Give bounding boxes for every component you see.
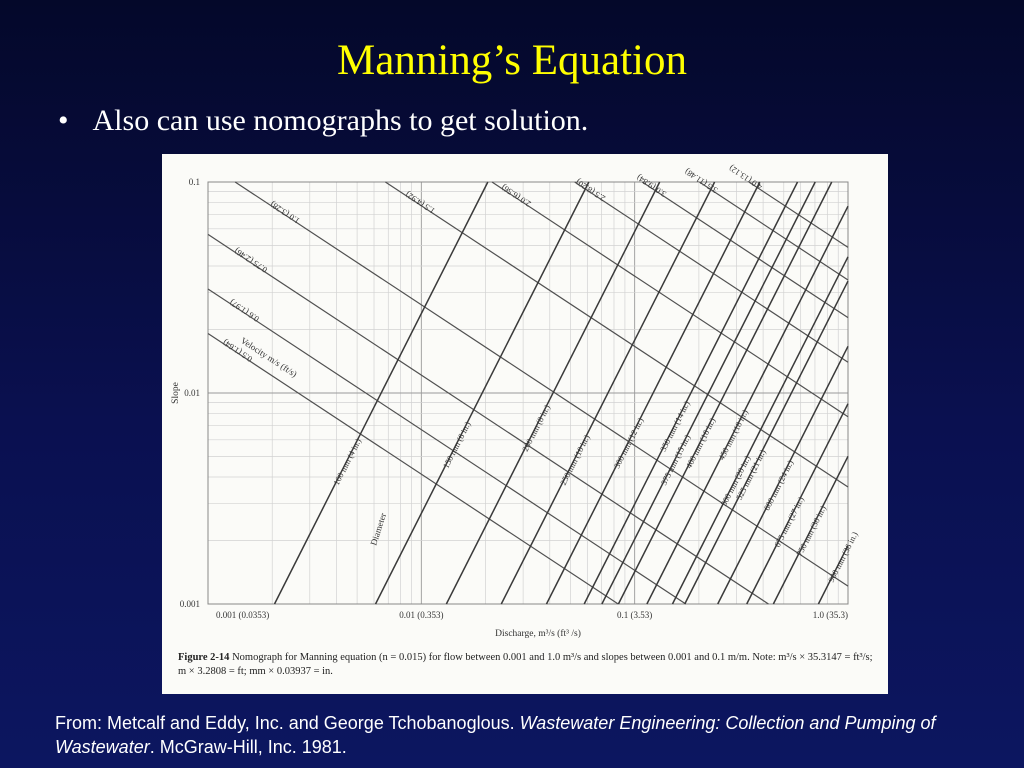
velocity-line (207, 333, 619, 605)
diameter-label: 300 mm (12 in.) (612, 416, 646, 470)
diameter-line (545, 181, 761, 605)
diameter-line (772, 456, 849, 605)
y-tick-label: 0.01 (184, 388, 200, 398)
x-tick-label: 0.1 (3.53) (617, 610, 652, 620)
velocity-label: 0.75 (2.46) (232, 246, 269, 275)
velocity-label: 3.0 (9.84) (634, 172, 667, 199)
figure-caption-label: Figure 2-14 (178, 652, 230, 663)
diameter-label: 150 mm (6 in.) (441, 420, 473, 470)
diameter-line (273, 181, 489, 605)
velocity-line (491, 181, 849, 418)
velocity-label: 1.0 (3.28) (268, 199, 301, 226)
velocity-line (207, 288, 687, 605)
diameter-label: 100 mm (4 in.) (331, 437, 363, 487)
bullet-text: Also can use nomographs to get solution. (92, 104, 589, 137)
x-tick-label: 0.001 (0.0353) (216, 610, 269, 620)
diameter-line (684, 280, 849, 605)
diameter-line (817, 545, 849, 605)
diameter-label: 250 mm (10 in.) (558, 433, 592, 487)
figure-caption: Figure 2-14 Nomograph for Manning equati… (178, 651, 883, 679)
velocity-label: 0.6 (1.97) (227, 297, 260, 324)
y-axis-title: Slope (171, 382, 181, 404)
diameter-label: 900 mm (36 in.) (826, 530, 860, 584)
diameter-label: 200 mm (8 in.) (520, 403, 552, 453)
velocity-line (234, 181, 849, 587)
velocity-label: 1.5 (4.92) (403, 189, 436, 216)
diameter-label: 600 mm (24 in.) (761, 458, 795, 512)
bullet-marker: • (58, 104, 69, 137)
diameter-line (617, 181, 833, 605)
nomograph-chart: 0.5 (1.64)0.6 (1.97)0.75 (2.46)1.0 (3.28… (171, 163, 860, 639)
diameter-line (445, 181, 661, 605)
diameter-line (746, 403, 849, 605)
y-tick-label: 0.1 (189, 177, 200, 187)
diameter-title: Diameter (368, 512, 388, 547)
bullet-item: • Also can use nomographs to get solutio… (58, 104, 588, 138)
y-tick-label: 0.001 (180, 599, 200, 609)
source-book-title: Wastewater Engineering: Collection and P… (55, 713, 936, 757)
velocity-label: 4.0 (13.12) (727, 163, 764, 192)
velocity-line (574, 181, 849, 363)
x-axis-title: Discharge, m³/s (ft³ /s) (495, 628, 581, 639)
figure-caption-text: Nomograph for Manning equation (n = 0.01… (178, 652, 873, 677)
diameter-line (601, 181, 816, 605)
velocity-label: 3.5 (11.48) (683, 167, 720, 196)
diameter-line (671, 256, 849, 605)
diameter-line (583, 181, 799, 605)
source-suffix: . McGraw-Hill, Inc. 1981. (149, 737, 347, 757)
diameter-line (500, 181, 716, 605)
diameter-line (374, 181, 590, 605)
slide-title: Manning’s Equation (337, 37, 687, 84)
diameter-line (646, 205, 849, 605)
x-tick-label: 0.01 (0.353) (399, 610, 443, 620)
diameter-line (717, 345, 849, 605)
nomograph-figure: 0.5 (1.64) 0.6 (1.97) 0.75 (2.46) 1.0 (3.28… (162, 154, 888, 694)
velocity-label: 2.5 (8.20) (574, 177, 607, 204)
velocity-line (207, 233, 769, 605)
velocity-line (641, 181, 849, 319)
plot-frame (207, 181, 849, 605)
diameter-label: 450 mm (18 in.) (716, 408, 750, 462)
velocity-lines: 0.5 (1.64)0.6 (1.97)0.75 (2.46)1.0 (3.28… (207, 163, 849, 605)
source-prefix: From: Metcalf and Eddy, Inc. and George … (55, 713, 520, 733)
velocity-line (699, 181, 849, 281)
x-tick-label: 1.0 (35.3) (813, 610, 848, 620)
grid (207, 181, 849, 605)
velocity-label: 2.0 (6.56) (499, 182, 532, 209)
source-citation: From: Metcalf and Eddy, Inc. and George … (55, 711, 975, 759)
